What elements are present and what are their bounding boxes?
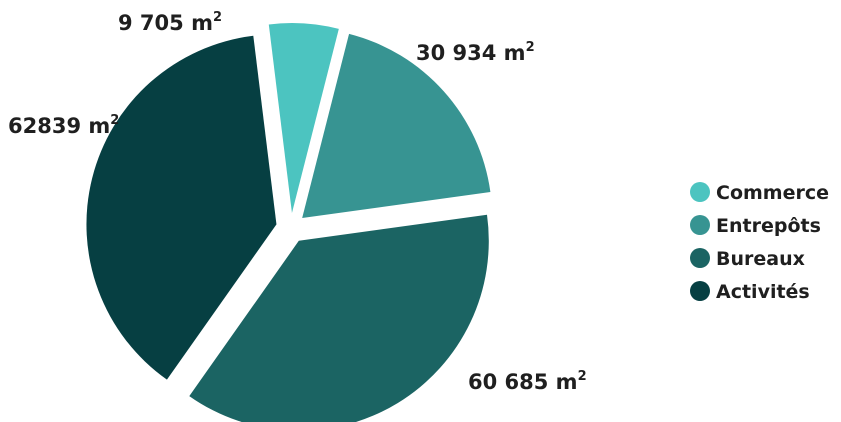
legend-swatch-entrepots	[690, 215, 710, 235]
pie-slice-bureaux	[189, 214, 489, 422]
legend-item-bureaux: Bureaux	[690, 248, 805, 270]
legend-label-entrepots: Entrepôts	[716, 215, 821, 237]
legend-swatch-bureaux	[690, 248, 710, 268]
slice-labels: 9 705 m2 30 934 m2 60 685 m2 62839 m2	[8, 10, 587, 394]
pie-slices	[86, 23, 491, 422]
slice-value-label-commerce: 9 705 m2	[118, 10, 222, 35]
legend-swatch-activites	[690, 281, 710, 301]
slice-value-label-bureaux: 60 685 m2	[468, 369, 587, 394]
legend-label-activites: Activités	[716, 281, 810, 303]
legend-item-activites: Activités	[690, 281, 810, 303]
legend-swatch-commerce	[690, 182, 710, 202]
legend: Commerce Entrepôts Bureaux Activités	[690, 182, 829, 303]
slice-value-label-entrepots: 30 934 m2	[416, 40, 535, 65]
legend-label-bureaux: Bureaux	[716, 248, 805, 270]
pie-slice-activites	[86, 35, 277, 380]
pie-slice-commerce	[268, 23, 339, 214]
slice-value-label-activites: 62839 m2	[8, 113, 119, 138]
legend-label-commerce: Commerce	[716, 182, 829, 204]
legend-item-entrepots: Entrepôts	[690, 215, 821, 237]
legend-item-commerce: Commerce	[690, 182, 829, 204]
pie-slice-entrepots	[302, 33, 491, 219]
